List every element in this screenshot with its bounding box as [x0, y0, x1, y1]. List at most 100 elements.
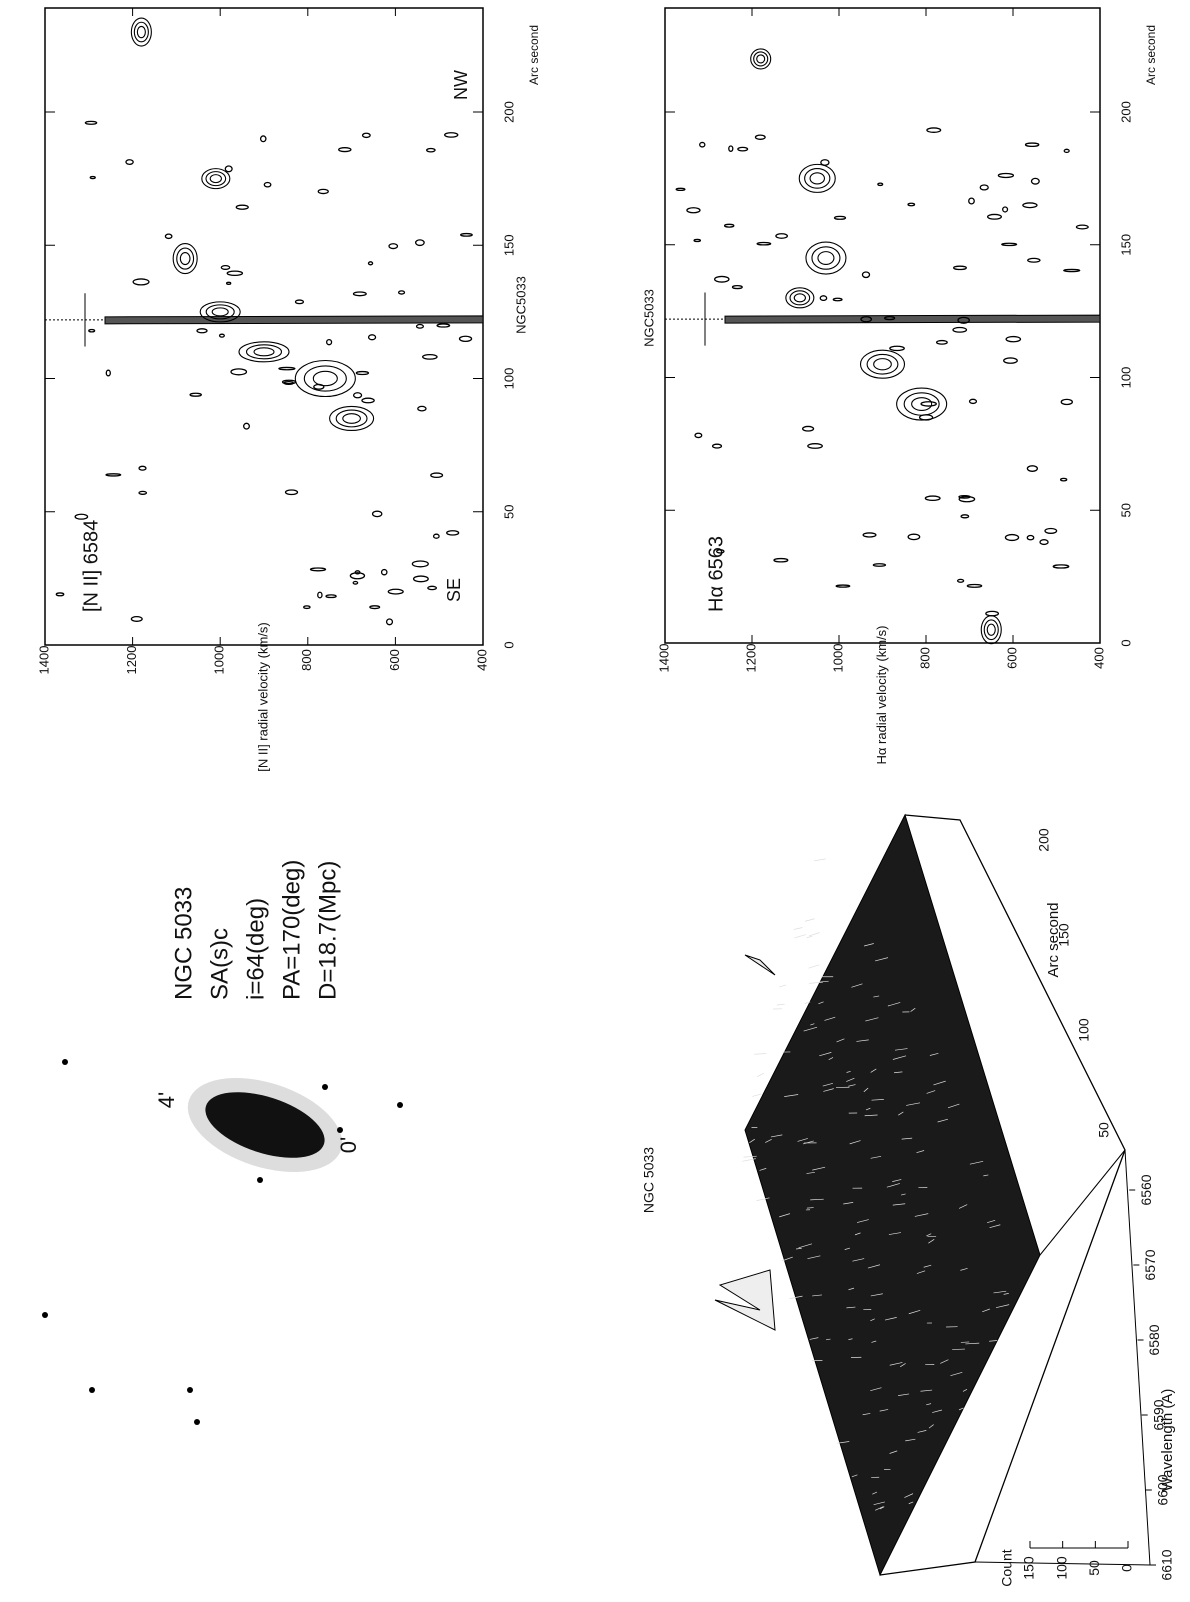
mesh — [814, 859, 826, 861]
star — [257, 1177, 263, 1183]
contour — [920, 415, 933, 420]
contour — [139, 466, 146, 470]
contour — [206, 172, 226, 186]
contour — [738, 147, 748, 151]
contour — [264, 182, 271, 186]
contour — [445, 133, 458, 137]
contour — [105, 316, 483, 324]
contour — [431, 473, 443, 477]
contour — [863, 533, 876, 537]
x-axis-label: Arc second — [1144, 25, 1158, 85]
contour — [327, 340, 332, 345]
contour — [878, 183, 883, 185]
contour — [984, 620, 998, 640]
x-axis-label: Arc second — [527, 25, 541, 85]
contour — [1076, 225, 1088, 229]
nii-frame — [45, 8, 483, 645]
y-tick-label: 800 — [299, 649, 314, 671]
x-tick-label: 100 — [1076, 1018, 1092, 1042]
contour — [980, 185, 988, 190]
contour — [126, 160, 133, 165]
x-tick-label: 150 — [501, 234, 516, 256]
contour — [988, 214, 1002, 219]
contour — [339, 148, 351, 152]
contour — [427, 148, 435, 151]
contour — [725, 224, 734, 227]
y-tick-label: 400 — [474, 649, 489, 671]
contour — [447, 531, 459, 535]
contour — [958, 579, 964, 582]
contour — [954, 266, 967, 269]
contour — [820, 296, 826, 301]
contour — [85, 121, 96, 124]
contour — [908, 203, 915, 205]
contour — [247, 345, 282, 359]
star — [89, 1387, 95, 1393]
y-tick-label: 400 — [1091, 647, 1106, 669]
contour — [1003, 207, 1008, 212]
y-tick-label: 1000 — [830, 644, 845, 673]
contour — [286, 490, 298, 495]
contour — [1031, 178, 1039, 184]
y-tick-label: 1000 — [212, 646, 227, 675]
contour — [212, 308, 228, 316]
contour — [304, 366, 346, 391]
contour — [803, 426, 814, 431]
contour — [373, 511, 382, 516]
count-tick-label: 100 — [1053, 1556, 1069, 1580]
contour — [177, 248, 194, 269]
contour — [874, 359, 892, 370]
panel-title: NGC5033 — [641, 289, 656, 347]
contour — [353, 582, 357, 585]
contour — [1006, 337, 1020, 342]
contour — [998, 173, 1013, 177]
contour — [1004, 358, 1018, 363]
contour — [356, 372, 368, 375]
contour — [873, 564, 885, 566]
mesh — [754, 1054, 767, 1055]
contour — [1053, 565, 1068, 568]
contour — [808, 444, 822, 449]
contour — [757, 242, 771, 244]
contour — [836, 585, 850, 587]
contour — [1005, 535, 1018, 541]
contour — [180, 253, 190, 265]
x-tick-label: 100 — [501, 368, 516, 390]
contour — [369, 335, 376, 340]
star — [322, 1084, 328, 1090]
count-tick-label: 0 — [1119, 1564, 1135, 1572]
contour — [818, 252, 834, 265]
contour — [363, 133, 371, 137]
contour — [987, 624, 995, 635]
star — [187, 1387, 193, 1393]
contour — [805, 169, 830, 189]
contour — [353, 292, 366, 296]
x-tick-label: 0 — [501, 641, 516, 648]
x-axis-label: Arc second — [1045, 902, 1062, 977]
galaxy-info: SA(s)c — [206, 928, 233, 1000]
contour — [254, 348, 274, 356]
x-tick-label: 50 — [1096, 1122, 1112, 1138]
annotation: SE — [444, 578, 464, 602]
contour — [986, 611, 999, 615]
contour — [687, 208, 700, 213]
contour — [190, 393, 201, 396]
contour — [106, 370, 110, 376]
contour — [304, 606, 310, 609]
contour — [388, 589, 403, 594]
x-tick-label: 0 — [1118, 639, 1133, 646]
count-label: Count — [999, 1549, 1015, 1586]
contour — [165, 234, 172, 238]
contour — [862, 272, 869, 278]
contour — [261, 136, 266, 142]
contour — [336, 410, 367, 427]
star — [42, 1312, 48, 1318]
contour — [418, 406, 426, 410]
x-tick-label: 50 — [501, 505, 516, 519]
contour — [318, 189, 328, 193]
count-tick-label: 150 — [1021, 1556, 1037, 1580]
contour — [437, 324, 449, 327]
contour — [423, 355, 437, 360]
contour — [1002, 243, 1017, 245]
contour — [389, 244, 397, 249]
